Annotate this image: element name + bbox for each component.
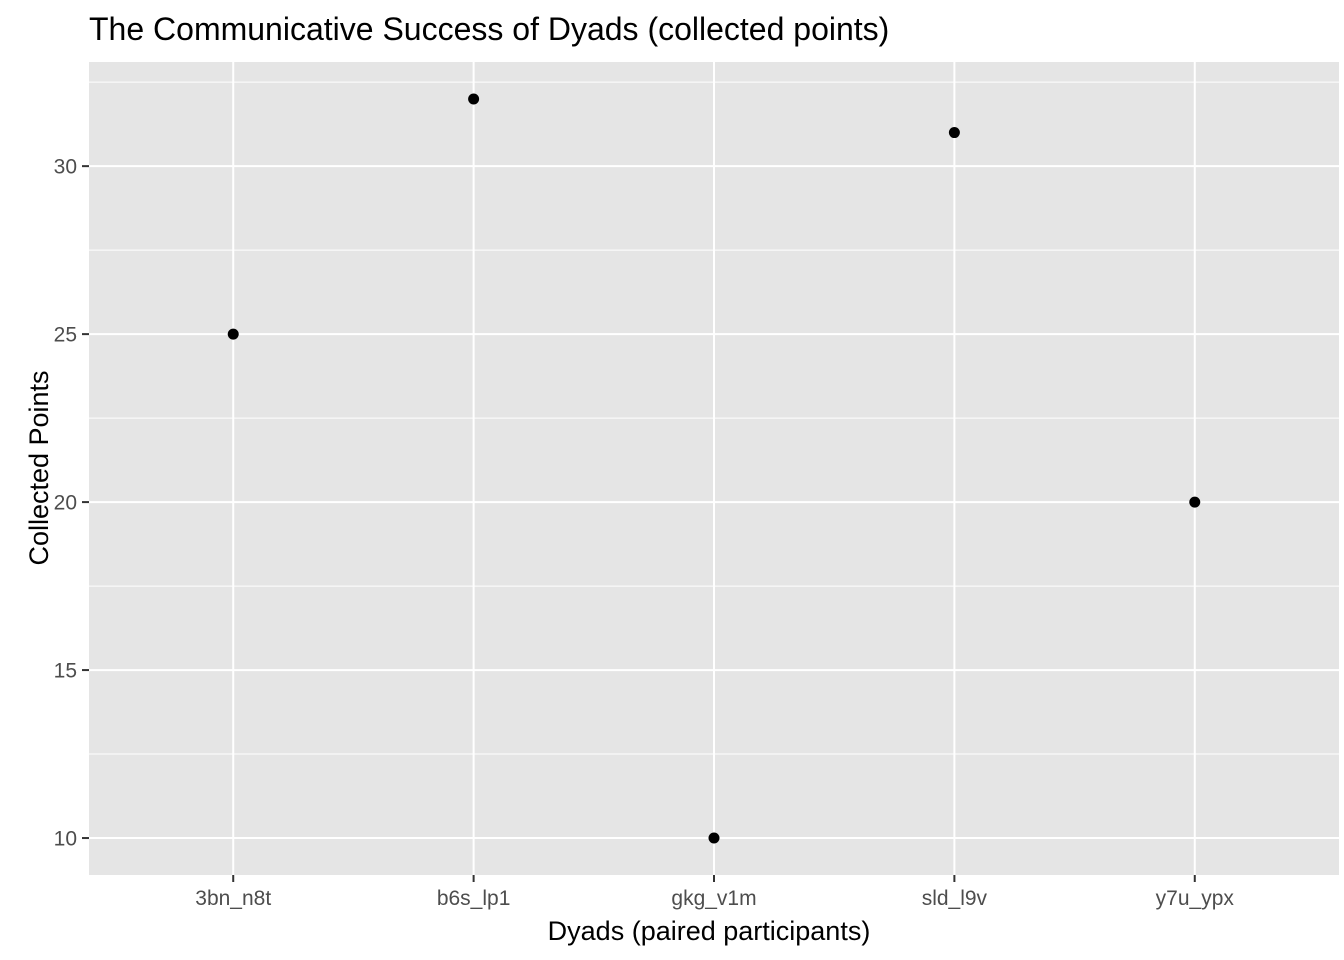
y-tick-label: 30: [54, 156, 77, 179]
y-tick-label: 10: [54, 828, 77, 851]
x-tick-label: b6s_lp1: [437, 887, 511, 910]
y-axis: 10 15 20 25 30: [54, 156, 89, 851]
data-point: [1189, 496, 1201, 508]
x-axis-title: Dyads (paired participants): [548, 916, 871, 946]
x-tick-label: gkg_v1m: [671, 887, 756, 910]
x-tick-label: 3bn_n8t: [195, 887, 271, 910]
data-point: [468, 93, 480, 105]
major-grid: [89, 62, 1339, 875]
data-points: [227, 93, 1201, 844]
y-axis-title: Collected Points: [24, 370, 54, 565]
data-point: [948, 127, 960, 139]
chart-title: The Communicative Success of Dyads (coll…: [89, 11, 889, 47]
y-tick-label: 15: [54, 660, 77, 683]
x-tick-label: sld_l9v: [922, 887, 988, 910]
x-tick-label: y7u_ypx: [1156, 887, 1235, 910]
data-point: [708, 832, 720, 844]
y-tick-label: 25: [54, 324, 77, 347]
x-axis: 3bn_n8t b6s_lp1 gkg_v1m sld_l9v y7u_ypx: [195, 875, 1234, 910]
y-tick-label: 20: [54, 492, 77, 515]
data-point: [227, 328, 239, 340]
